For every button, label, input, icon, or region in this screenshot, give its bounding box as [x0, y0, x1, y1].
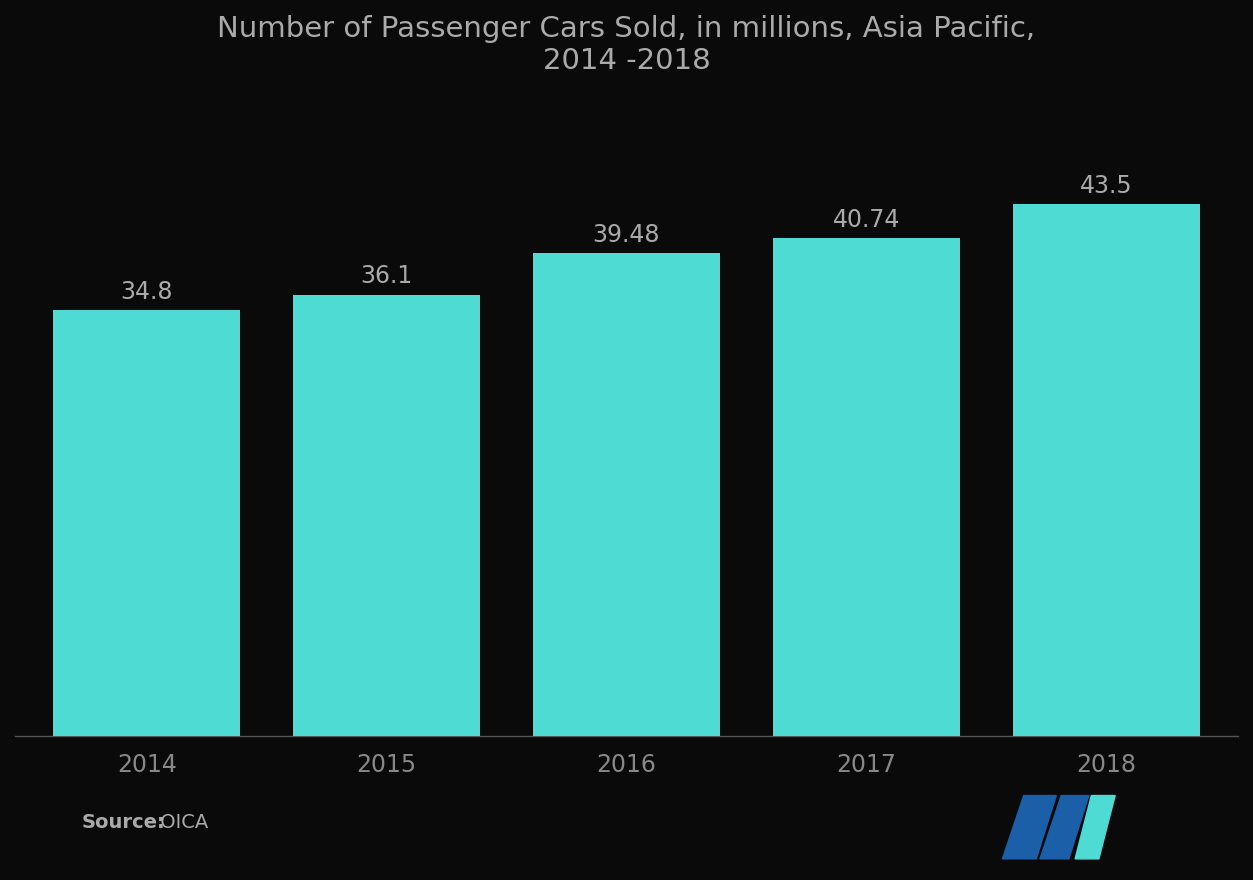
Bar — [293, 295, 480, 737]
Polygon shape — [1075, 796, 1115, 859]
Title: Number of Passenger Cars Sold, in millions, Asia Pacific,
2014 -2018: Number of Passenger Cars Sold, in millio… — [218, 15, 1035, 76]
Polygon shape — [1002, 796, 1056, 859]
Text: 43.5: 43.5 — [1080, 174, 1133, 198]
Text: OICA: OICA — [154, 812, 208, 832]
Bar — [533, 253, 720, 737]
Text: Source:: Source: — [81, 812, 165, 832]
Polygon shape — [1040, 796, 1089, 859]
Text: 34.8: 34.8 — [120, 281, 173, 304]
Bar — [773, 238, 960, 737]
Bar — [54, 311, 241, 737]
Text: 39.48: 39.48 — [593, 223, 660, 247]
Bar — [1012, 204, 1199, 737]
Text: 40.74: 40.74 — [832, 208, 900, 231]
Text: 36.1: 36.1 — [361, 264, 412, 289]
